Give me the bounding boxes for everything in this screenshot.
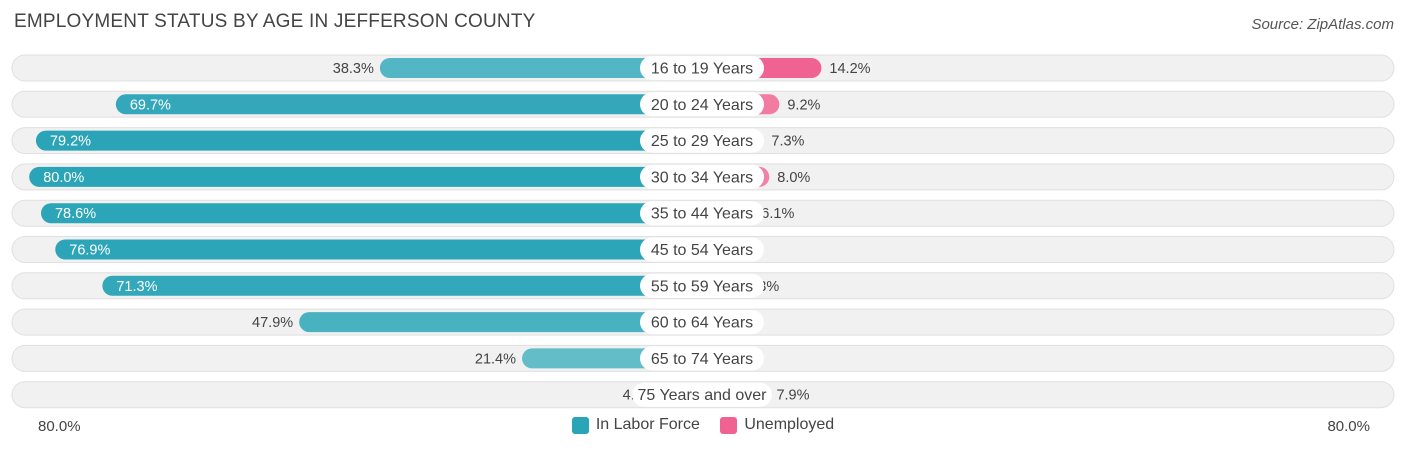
bar-labor-force bbox=[35, 130, 703, 151]
bar-labor-force bbox=[55, 239, 703, 260]
legend: In Labor Force Unemployed bbox=[0, 416, 1406, 439]
value-label-labor: 21.4% bbox=[475, 351, 516, 367]
category-label: 16 to 19 Years bbox=[651, 61, 753, 78]
value-label-labor: 76.9% bbox=[69, 243, 110, 259]
value-label-labor: 79.2% bbox=[50, 134, 91, 150]
category-pill bbox=[640, 164, 764, 189]
category-label: 35 to 44 Years bbox=[651, 206, 753, 223]
bar-labor-force bbox=[102, 275, 702, 296]
category-label: 60 to 64 Years bbox=[651, 315, 753, 332]
category-pill bbox=[640, 92, 764, 117]
value-label-labor: 78.6% bbox=[55, 206, 96, 222]
category-pill bbox=[640, 273, 764, 298]
legend-item-labor: In Labor Force bbox=[571, 416, 700, 434]
axis-left-label: 80.0% bbox=[38, 418, 81, 435]
bar-labor-force bbox=[40, 203, 702, 224]
category-pill bbox=[640, 128, 764, 153]
value-label-labor: 80.0% bbox=[43, 170, 84, 186]
category-label: 30 to 34 Years bbox=[651, 169, 753, 186]
value-label-unemployed: 9.2% bbox=[787, 97, 820, 113]
axis-right-label: 80.0% bbox=[1327, 418, 1370, 435]
category-label: 45 to 54 Years bbox=[651, 242, 753, 259]
legend-swatch-labor bbox=[571, 416, 589, 434]
bar-labor-force bbox=[379, 58, 702, 78]
value-label-labor: 47.9% bbox=[252, 315, 293, 331]
bar-labor-force bbox=[115, 94, 702, 115]
category-pill bbox=[640, 346, 764, 371]
category-label: 25 to 29 Years bbox=[651, 133, 753, 150]
bar-labor-force bbox=[29, 166, 702, 187]
category-label: 75 Years and over bbox=[638, 387, 768, 404]
category-pill bbox=[640, 310, 764, 335]
category-label: 20 to 24 Years bbox=[651, 97, 753, 114]
value-label-labor: 71.3% bbox=[116, 279, 157, 295]
legend-item-unemployed: Unemployed bbox=[720, 416, 834, 434]
value-label-unemployed: 6.1% bbox=[761, 206, 794, 222]
value-label-unemployed: 7.9% bbox=[776, 388, 809, 404]
category-pill bbox=[640, 201, 764, 226]
value-label-unemployed: 14.2% bbox=[829, 61, 870, 77]
category-label: 55 to 59 Years bbox=[651, 278, 753, 295]
category-pill bbox=[640, 56, 764, 80]
bar-labor-force bbox=[299, 312, 702, 333]
legend-label-labor: In Labor Force bbox=[595, 416, 700, 433]
legend-swatch-unemployed bbox=[720, 416, 738, 434]
category-label: 65 to 74 Years bbox=[651, 351, 753, 368]
value-label-unemployed: 7.3% bbox=[771, 134, 804, 150]
value-label-labor: 69.7% bbox=[130, 97, 171, 113]
chart-source: Source: ZipAtlas.com bbox=[1251, 16, 1394, 33]
legend-label-unemployed: Unemployed bbox=[744, 416, 835, 433]
category-pill bbox=[632, 382, 772, 407]
value-label-unemployed: 8.0% bbox=[777, 170, 810, 186]
value-label-labor: 38.3% bbox=[333, 61, 374, 77]
category-pill bbox=[640, 237, 764, 262]
chart-title: EMPLOYMENT STATUS BY AGE IN JEFFERSON CO… bbox=[14, 11, 536, 32]
